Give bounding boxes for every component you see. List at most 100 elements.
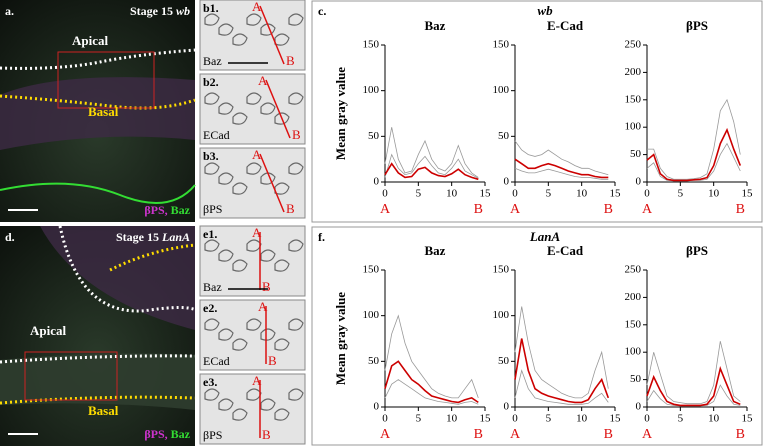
inset-box (57, 51, 155, 109)
cell-outline (204, 92, 220, 105)
cell-outline (274, 182, 290, 195)
line-series (384, 162, 479, 181)
cell-outline (288, 13, 304, 26)
point-label: A (252, 147, 262, 162)
line-series (514, 158, 609, 179)
end-label: B (474, 427, 483, 442)
tissue (0, 353, 195, 410)
y-tick-label: 150 (625, 93, 642, 105)
start-label: A (510, 427, 521, 442)
cell-outline (288, 239, 304, 252)
x-tick-label: 0 (382, 413, 388, 425)
line-series (384, 153, 479, 179)
x-tick-label: 15 (480, 188, 492, 200)
y-tick-label: 250 (625, 264, 642, 276)
cell-outline (288, 92, 304, 105)
y-tick-label: 200 (625, 66, 642, 78)
line-series (384, 127, 479, 178)
stain: βPS, (144, 203, 167, 217)
x-tick-label: 5 (678, 413, 684, 425)
panel-label: e2. (203, 301, 217, 315)
micrograph (199, 225, 306, 297)
basal-line (0, 94, 196, 110)
micrograph (199, 147, 306, 219)
y-tick-label: 50 (498, 355, 510, 367)
inset-box (24, 351, 118, 401)
stain: Baz (171, 427, 191, 441)
apical-label: Apical (30, 323, 67, 338)
cell-outline (246, 13, 262, 26)
y-tick-label: 100 (493, 309, 510, 321)
basal-label: Basal (88, 104, 119, 119)
start-label: A (642, 427, 653, 442)
cell-outline (218, 249, 234, 262)
stain-label: Baz (203, 54, 222, 68)
end-label: B (736, 427, 745, 442)
cell-outline (260, 102, 276, 115)
end-label: B (604, 202, 613, 217)
line-series (646, 341, 741, 405)
cell-outline (288, 388, 304, 401)
chart-title: Baz (425, 18, 446, 33)
micrograph (199, 373, 306, 445)
y-tick-label: 100 (625, 121, 642, 133)
y-tick-label: 50 (498, 130, 510, 142)
profile-line (259, 153, 285, 213)
x-tick-label: 0 (512, 413, 518, 425)
tissue (40, 226, 195, 330)
cell-outline (274, 408, 290, 421)
point-label: B (286, 53, 295, 68)
panel-label: d. (5, 230, 15, 244)
stain-label: ECad (203, 354, 230, 368)
y-tick-label: 50 (368, 355, 380, 367)
cell-outline (218, 172, 234, 185)
cell-outline (218, 102, 234, 115)
x-tick-label: 0 (644, 188, 650, 200)
x-tick-label: 0 (644, 413, 650, 425)
y-tick-label: 50 (368, 130, 380, 142)
line-series (514, 167, 609, 180)
line-series (514, 369, 609, 405)
y-tick-label: 0 (636, 401, 642, 413)
cell-outline (288, 318, 304, 331)
x-tick-label: 10 (446, 413, 458, 425)
point-label: A (252, 225, 262, 240)
x-tick-label: 10 (576, 188, 588, 200)
y-tick-label: 100 (363, 84, 380, 96)
y-tick-label: 0 (636, 176, 642, 188)
panel-label: b1. (203, 1, 219, 15)
cell-outline (204, 162, 220, 175)
point-label: B (262, 427, 271, 442)
line-series (646, 127, 742, 182)
micrograph (199, 299, 306, 371)
y-tick-label: 100 (625, 346, 642, 358)
cell-outline (232, 182, 248, 195)
y-tick-label: 50 (630, 148, 642, 160)
stain-labels: βPS, Baz (144, 203, 190, 217)
line-series (384, 379, 479, 405)
panel-label: a. (5, 4, 14, 18)
x-tick-label: 5 (546, 413, 552, 425)
y-tick-label: 0 (374, 176, 380, 188)
cell-outline (232, 112, 248, 125)
cell-outline (274, 338, 290, 351)
panel-d: d. Stage 15 LanA Apical Basal βPS, Baz (0, 225, 203, 446)
chart-title: βPS (686, 243, 708, 258)
group-title: wb (537, 3, 553, 18)
x-tick-label: 5 (416, 188, 422, 200)
x-tick-label: 5 (678, 188, 684, 200)
y-tick-label: 150 (493, 39, 510, 51)
point-label: A (252, 373, 262, 388)
y-tick-label: 150 (363, 39, 380, 51)
start-label: A (380, 202, 391, 217)
chart-title: βPS (686, 18, 708, 33)
cell-outline (204, 13, 220, 26)
genotype: wb (176, 4, 190, 18)
cell-outline (260, 249, 276, 262)
chart-title: E-Cad (547, 18, 584, 33)
y-tick-label: 250 (625, 39, 642, 51)
line-series (646, 384, 741, 407)
cell-outline (246, 162, 262, 175)
group-title: LanA (529, 229, 561, 244)
